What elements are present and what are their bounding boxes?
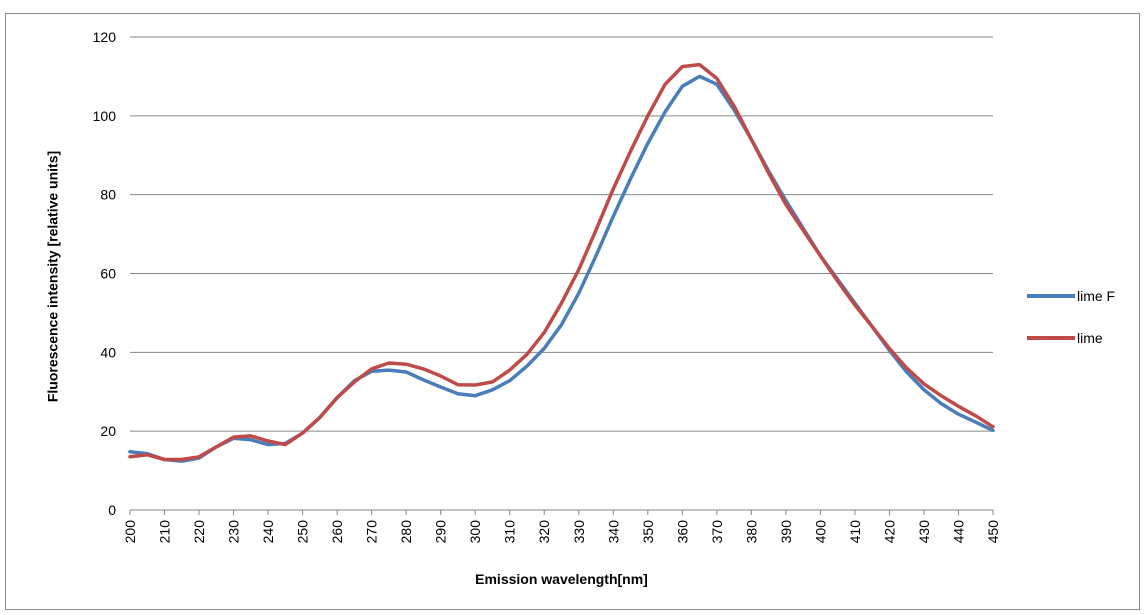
y-tick-label: 60 <box>100 266 116 282</box>
x-axis-title: Emission wavelength[nm] <box>475 571 648 587</box>
series-lines <box>128 62 995 463</box>
legend-label-1: lime <box>1077 330 1103 346</box>
y-tick-label: 0 <box>108 502 116 518</box>
x-tick-label: 270 <box>364 520 380 544</box>
y-tick-label: 100 <box>93 108 117 124</box>
y-axis-title: Fluorescence intensity [relative units] <box>45 151 61 402</box>
x-tick-label: 430 <box>916 520 932 544</box>
x-tick-label: 440 <box>950 520 966 544</box>
legend-label-0: lime F <box>1077 288 1115 304</box>
series-line-1 <box>128 62 995 462</box>
x-tick-label: 310 <box>502 520 518 544</box>
x-tick-label: 290 <box>433 520 449 544</box>
x-tick-label: 380 <box>743 520 759 544</box>
x-tick-label: 200 <box>122 520 138 544</box>
x-tick-label: 260 <box>329 520 345 544</box>
x-tick-label: 350 <box>640 520 656 544</box>
x-tick-label: 250 <box>295 520 311 544</box>
x-tick-label: 410 <box>847 520 863 544</box>
x-tick-label: 400 <box>812 520 828 544</box>
x-tick-label: 210 <box>157 520 173 544</box>
x-tick-label: 230 <box>226 520 242 544</box>
x-tick-label: 240 <box>260 520 276 544</box>
y-tick-label: 120 <box>93 29 117 45</box>
x-tick-label: 450 <box>985 520 1001 544</box>
y-tick-label: 80 <box>100 187 116 203</box>
y-tick-labels: 0 20 40 60 80 100 120 <box>93 29 117 518</box>
legend: lime F lime <box>1027 288 1115 346</box>
x-tick-label: 390 <box>778 520 794 544</box>
gridlines <box>129 36 994 515</box>
x-tick-label: 280 <box>398 520 414 544</box>
y-tick-label: 20 <box>100 423 116 439</box>
x-tick-label: 340 <box>605 520 621 544</box>
x-tick-label: 330 <box>571 520 587 544</box>
series-line-0 <box>128 74 995 463</box>
x-tick-label: 370 <box>709 520 725 544</box>
x-tick-label: 320 <box>536 520 552 544</box>
x-tick-label: 420 <box>881 520 897 544</box>
x-tick-label: 360 <box>674 520 690 544</box>
x-tick-labels: 200 210 220 230 240 250 260 270 280 290 300 310 320 3… <box>122 520 1001 544</box>
x-tick-label: 220 <box>191 520 207 544</box>
y-tick-label: 40 <box>100 344 116 360</box>
x-tick-label: 300 <box>467 520 483 544</box>
